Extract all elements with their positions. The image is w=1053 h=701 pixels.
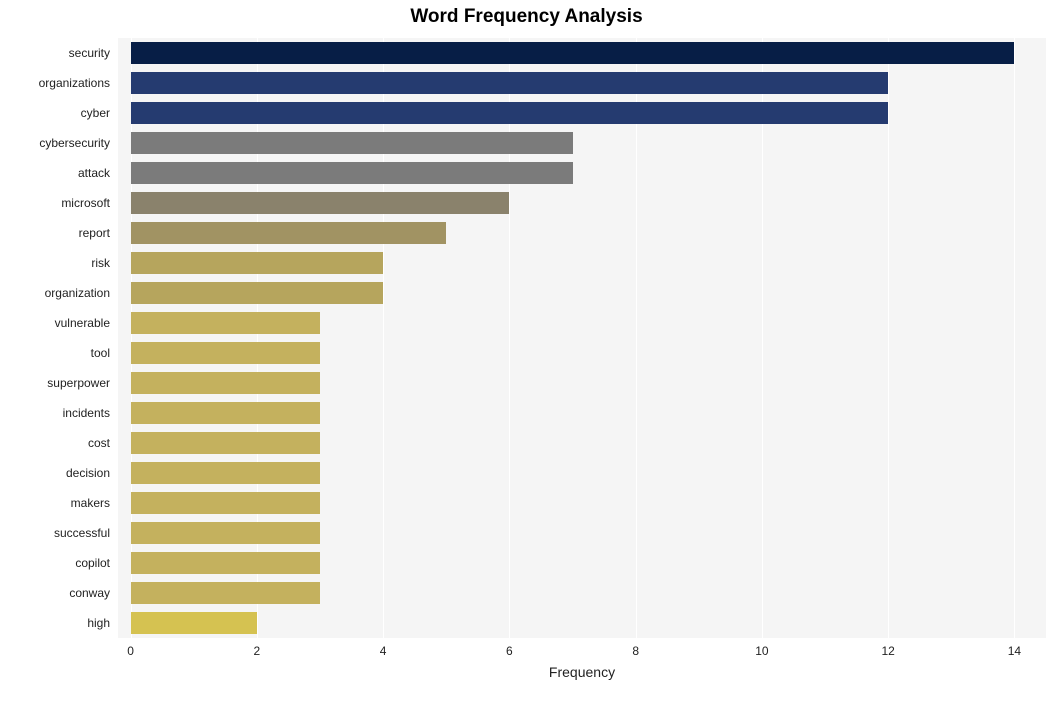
gridline — [762, 38, 763, 638]
x-tick-label: 6 — [506, 644, 513, 658]
y-tick-label: cybersecurity — [39, 136, 110, 150]
x-tick-label: 4 — [380, 644, 387, 658]
y-tick-label: cost — [88, 436, 110, 450]
y-tick-label: vulnerable — [55, 316, 110, 330]
y-tick-label: tool — [91, 346, 110, 360]
y-tick-label: successful — [54, 526, 110, 540]
bar-row — [131, 402, 320, 424]
bar-row — [131, 582, 320, 604]
bar — [131, 492, 320, 514]
bar-row — [131, 522, 320, 544]
y-tick-label: microsoft — [61, 196, 110, 210]
bar — [131, 282, 384, 304]
y-tick-label: organization — [45, 286, 110, 300]
plot-area: 02468101214 securityorganizationscybercy… — [118, 38, 1046, 638]
bar — [131, 132, 573, 154]
bar-row — [131, 432, 320, 454]
y-tick-label: conway — [69, 586, 110, 600]
bar-row — [131, 162, 573, 184]
bar-row — [131, 102, 889, 124]
bar-row — [131, 222, 447, 244]
y-tick-label: decision — [66, 466, 110, 480]
bar-row — [131, 252, 384, 274]
y-tick-label: attack — [78, 166, 110, 180]
bar — [131, 432, 320, 454]
bar — [131, 222, 447, 244]
y-tick-label: high — [87, 616, 110, 630]
bar — [131, 462, 320, 484]
x-tick-label: 2 — [254, 644, 261, 658]
y-tick-label: organizations — [39, 76, 110, 90]
bar — [131, 402, 320, 424]
y-tick-label: cyber — [81, 106, 110, 120]
gridline — [636, 38, 637, 638]
bar — [131, 102, 889, 124]
bar — [131, 582, 320, 604]
bar-row — [131, 42, 1015, 64]
bar — [131, 162, 573, 184]
x-tick-label: 10 — [755, 644, 768, 658]
bar — [131, 42, 1015, 64]
bar-row — [131, 132, 573, 154]
y-tick-label: makers — [71, 496, 110, 510]
bar — [131, 612, 257, 634]
x-axis-label: Frequency — [118, 664, 1046, 680]
bar-row — [131, 342, 320, 364]
y-tick-label: security — [69, 46, 110, 60]
chart-container: Word Frequency Analysis 02468101214 secu… — [0, 0, 1053, 701]
y-tick-label: report — [79, 226, 110, 240]
x-tick-label: 8 — [632, 644, 639, 658]
bar-row — [131, 372, 320, 394]
gridline — [1014, 38, 1015, 638]
bar — [131, 72, 889, 94]
bar — [131, 552, 320, 574]
x-tick-label: 0 — [127, 644, 134, 658]
y-tick-label: incidents — [63, 406, 110, 420]
bar — [131, 342, 320, 364]
bar — [131, 252, 384, 274]
bar — [131, 522, 320, 544]
gridline — [509, 38, 510, 638]
gridline — [131, 38, 132, 638]
bar — [131, 312, 320, 334]
y-tick-label: risk — [91, 256, 110, 270]
bar-row — [131, 492, 320, 514]
gridline — [888, 38, 889, 638]
y-tick-label: copilot — [75, 556, 110, 570]
bar — [131, 372, 320, 394]
chart-title: Word Frequency Analysis — [0, 6, 1053, 28]
bar — [131, 192, 510, 214]
bar-row — [131, 312, 320, 334]
bar-row — [131, 552, 320, 574]
x-tick-label: 12 — [881, 644, 894, 658]
bar-row — [131, 612, 257, 634]
bar-row — [131, 462, 320, 484]
y-tick-label: superpower — [47, 376, 110, 390]
gridline — [257, 38, 258, 638]
bar-row — [131, 192, 510, 214]
bar-row — [131, 282, 384, 304]
x-tick-label: 14 — [1008, 644, 1021, 658]
bar-row — [131, 72, 889, 94]
gridline — [383, 38, 384, 638]
